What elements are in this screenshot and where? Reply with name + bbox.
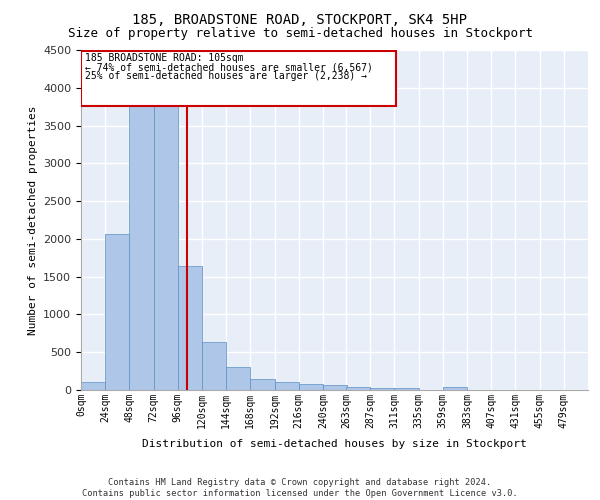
Text: 25% of semi-detached houses are larger (2,238) →: 25% of semi-detached houses are larger (… xyxy=(85,71,367,81)
Bar xyxy=(105,234,130,390)
Bar xyxy=(81,382,105,390)
Bar xyxy=(394,388,419,390)
Text: Contains HM Land Registry data © Crown copyright and database right 2024.
Contai: Contains HM Land Registry data © Crown c… xyxy=(82,478,518,498)
Bar xyxy=(323,386,347,390)
Bar xyxy=(202,342,226,390)
Text: 185 BROADSTONE ROAD: 105sqm: 185 BROADSTONE ROAD: 105sqm xyxy=(85,53,244,63)
Bar xyxy=(130,104,154,390)
Text: 185, BROADSTONE ROAD, STOCKPORT, SK4 5HP: 185, BROADSTONE ROAD, STOCKPORT, SK4 5HP xyxy=(133,12,467,26)
Bar xyxy=(226,367,250,390)
Text: Size of property relative to semi-detached houses in Stockport: Size of property relative to semi-detach… xyxy=(67,28,533,40)
Bar xyxy=(299,384,323,390)
Bar xyxy=(250,378,275,390)
Bar xyxy=(178,266,202,390)
Bar xyxy=(275,382,299,390)
Bar xyxy=(346,386,370,390)
Bar xyxy=(154,104,178,390)
Bar xyxy=(443,386,467,390)
X-axis label: Distribution of semi-detached houses by size in Stockport: Distribution of semi-detached houses by … xyxy=(142,439,527,449)
Bar xyxy=(370,388,394,390)
Y-axis label: Number of semi-detached properties: Number of semi-detached properties xyxy=(28,106,38,335)
Text: ← 74% of semi-detached houses are smaller (6,567): ← 74% of semi-detached houses are smalle… xyxy=(85,62,373,72)
FancyBboxPatch shape xyxy=(81,51,397,106)
